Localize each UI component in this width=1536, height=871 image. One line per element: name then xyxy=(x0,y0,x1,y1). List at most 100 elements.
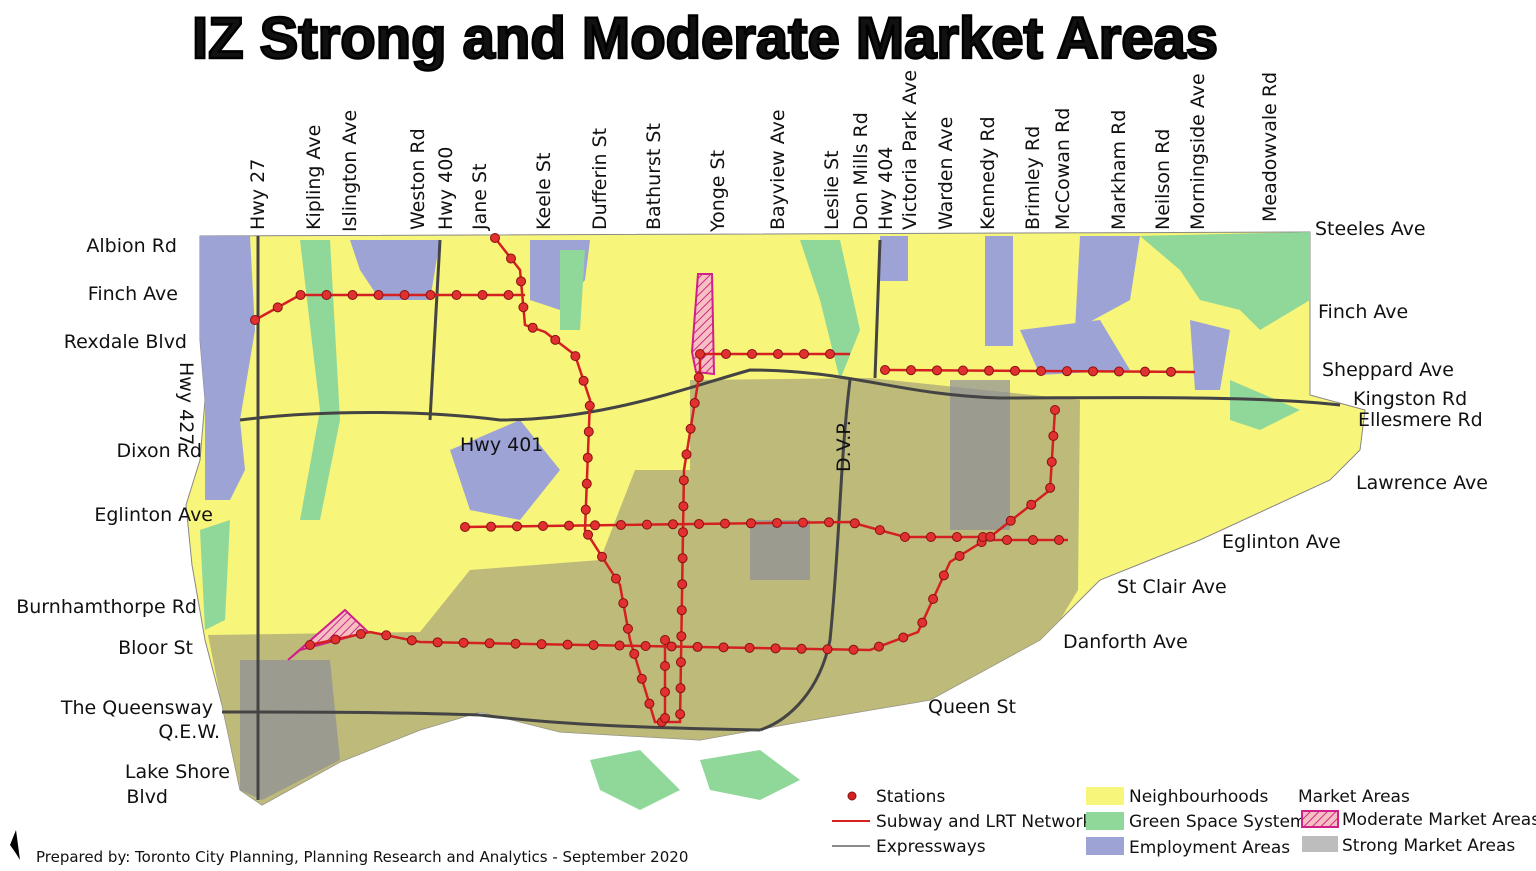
street-label: Danforth Ave xyxy=(1063,631,1188,653)
station xyxy=(618,598,629,609)
station xyxy=(305,640,315,650)
street-label: Don Mills Rd xyxy=(850,112,872,230)
station xyxy=(898,632,909,643)
station xyxy=(773,349,783,359)
station xyxy=(583,529,594,540)
legend-label: Subway and LRT Network xyxy=(876,812,1092,832)
street-label: Ellesmere Rd xyxy=(1358,409,1483,431)
station xyxy=(1050,405,1060,415)
city-map xyxy=(185,231,1366,810)
street-label: Finch Ave xyxy=(88,283,178,305)
station xyxy=(677,553,688,564)
street-label: Hwy 27 xyxy=(247,159,269,230)
station xyxy=(629,648,640,659)
station xyxy=(583,426,594,437)
station xyxy=(931,365,942,376)
station xyxy=(503,290,514,300)
station xyxy=(460,522,470,532)
street-label: Rexdale Blvd xyxy=(64,331,187,353)
station xyxy=(676,605,687,616)
station xyxy=(516,276,527,287)
station xyxy=(584,400,595,411)
station xyxy=(484,638,495,649)
station xyxy=(347,290,358,300)
station xyxy=(692,641,703,652)
station xyxy=(570,351,581,362)
station xyxy=(1165,366,1176,377)
street-label: Bathurst St xyxy=(643,123,665,230)
highway-label: Hwy 401 xyxy=(460,434,543,456)
street-label: Eglinton Ave xyxy=(94,504,213,526)
green-space xyxy=(200,232,1310,810)
station xyxy=(983,365,994,376)
station xyxy=(272,302,283,313)
station xyxy=(640,641,651,652)
station xyxy=(677,579,688,590)
station xyxy=(580,504,591,515)
moderate-market-area xyxy=(690,273,716,376)
street-label: Hwy 404 xyxy=(875,147,897,230)
station xyxy=(1061,366,1072,377)
highway-label: Hwy 427 xyxy=(175,362,197,445)
station xyxy=(917,617,928,628)
station xyxy=(581,478,592,489)
station xyxy=(1045,482,1056,493)
station xyxy=(799,349,809,359)
street-label: Finch Ave xyxy=(1318,301,1408,323)
station xyxy=(1087,366,1098,377)
station xyxy=(1026,499,1037,510)
street-label: Bayview Ave xyxy=(767,109,789,230)
legend: Stations Subway and LRT Network Expressw… xyxy=(832,787,1536,858)
station xyxy=(536,639,547,650)
street-label: Markham Rd xyxy=(1108,110,1130,230)
station xyxy=(685,423,696,434)
station xyxy=(511,521,522,532)
highway-label: D.V.P. xyxy=(833,420,855,472)
street-label: Kingston Rd xyxy=(1353,388,1467,410)
station xyxy=(1027,535,1038,545)
station xyxy=(771,517,782,528)
station xyxy=(1046,456,1057,467)
street-label: St Clair Ave xyxy=(1117,576,1227,598)
station xyxy=(678,527,689,538)
station xyxy=(373,290,384,300)
station xyxy=(770,643,781,654)
station xyxy=(796,643,807,654)
station xyxy=(660,661,670,671)
street-label: Morningside Ave xyxy=(1187,73,1209,230)
station xyxy=(718,642,729,653)
stations xyxy=(250,233,1176,727)
legend-label: Employment Areas xyxy=(1129,838,1290,858)
street-label: The Queensway xyxy=(60,697,213,719)
station xyxy=(848,644,859,655)
station xyxy=(506,253,517,264)
station xyxy=(695,349,705,359)
station xyxy=(1001,535,1012,545)
station xyxy=(825,349,835,359)
strong-market-area xyxy=(208,378,1080,805)
station xyxy=(355,628,366,639)
street-label: Burnhamthorpe Rd xyxy=(16,596,197,618)
station xyxy=(1048,430,1059,441)
legend-heading: Market Areas xyxy=(1298,787,1410,807)
station xyxy=(667,519,678,530)
street-label: Albion Rd xyxy=(86,235,177,257)
station xyxy=(873,641,884,652)
station xyxy=(954,550,965,561)
station xyxy=(675,683,686,694)
station xyxy=(899,531,910,542)
street-label: Hwy 400 xyxy=(435,147,457,230)
station xyxy=(678,501,689,512)
station xyxy=(675,657,686,668)
station xyxy=(951,532,962,542)
station xyxy=(985,531,996,542)
station xyxy=(485,521,496,532)
station xyxy=(822,644,833,655)
expressways xyxy=(221,236,1341,800)
station xyxy=(477,290,488,300)
legend-label: Neighbourhoods xyxy=(1129,787,1268,807)
station xyxy=(1035,366,1046,377)
street-label: Meadowvale Rd xyxy=(1259,72,1281,222)
station xyxy=(880,365,890,375)
